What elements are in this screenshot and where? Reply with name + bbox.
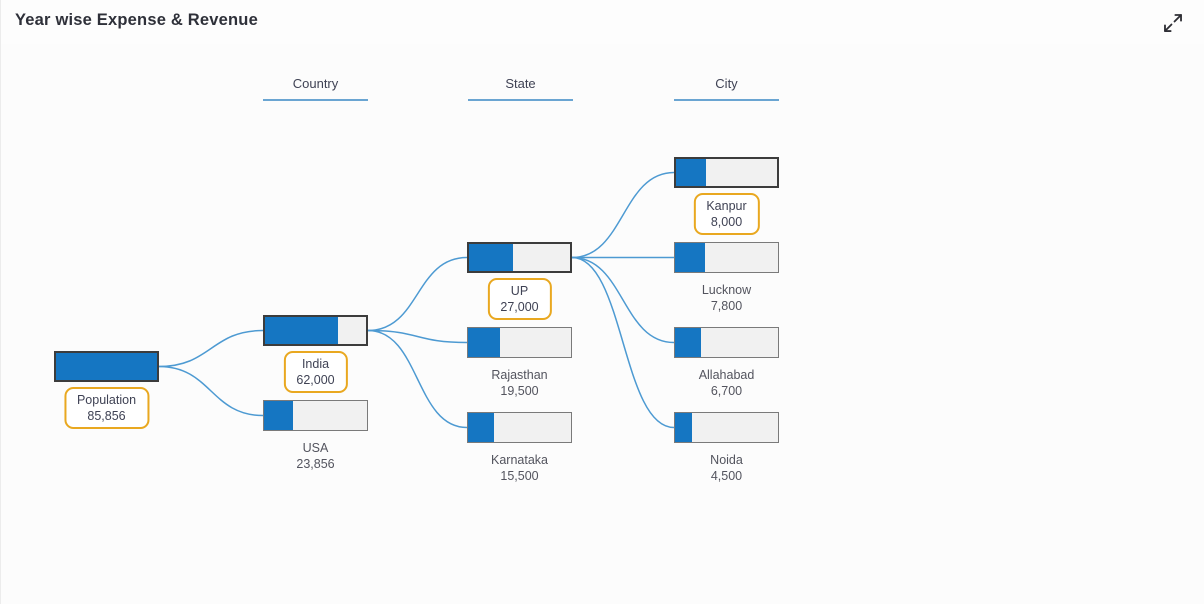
connector-india-karnataka [367,329,468,429]
node-bar-lucknow[interactable] [674,242,779,273]
node-name: Allahabad [698,368,755,382]
node-value: 4,500 [710,469,743,483]
node-bar-usa[interactable] [263,400,368,431]
node-label-india[interactable]: India 62,000 [283,351,348,393]
node-name: Noida [710,453,743,467]
node-bar-karnataka[interactable] [467,412,572,443]
node-value: 85,856 [87,409,126,423]
node-bar-allahabad[interactable] [674,327,779,358]
bar-fill [468,328,501,357]
bar-fill [675,328,701,357]
column-header-state: State [468,76,573,101]
connector-population-india [158,329,264,368]
node-value: 15,500 [500,469,539,483]
page-title: Year wise Expense & Revenue [15,11,258,29]
column-header-country: Country [263,76,368,101]
expand-button[interactable] [1160,10,1186,36]
column-header-city: City [674,76,779,101]
title-bar: Year wise Expense & Revenue [1,0,1204,44]
node-label-kanpur[interactable]: Kanpur 8,000 [693,193,760,235]
node-name: USA [302,441,329,455]
node-name: UP [510,284,529,298]
node-label-rajasthan[interactable]: Rajasthan 19,500 [491,367,547,399]
connector-population-usa [158,365,264,417]
bar-fill [675,413,693,442]
node-bar-up[interactable] [467,242,572,273]
connector-up-noida [571,256,675,429]
node-bar-india[interactable] [263,315,368,346]
node-value: 27,000 [500,300,539,314]
node-bar-rajasthan[interactable] [467,327,572,358]
node-value: 8,000 [710,215,743,229]
node-value: 6,700 [710,384,743,398]
node-label-karnataka[interactable]: Karnataka 15,500 [491,452,548,484]
node-label-population[interactable]: Population 85,856 [63,387,150,429]
connector-india-rajasthan [367,329,468,344]
node-name: Population [76,393,137,407]
node-name: Kanpur [706,199,747,213]
node-value: 62,000 [296,373,335,387]
node-name: Rajasthan [491,368,548,382]
bar-fill [675,243,705,272]
connector-india-up [367,256,468,332]
node-label-allahabad[interactable]: Allahabad 6,700 [699,367,755,399]
connector-up-kanpur [571,171,675,259]
expand-arrows-icon [1164,14,1182,32]
node-label-up[interactable]: UP 27,000 [487,278,552,320]
node-name: India [301,357,330,371]
node-value: 19,500 [500,384,539,398]
node-bar-kanpur[interactable] [674,157,779,188]
node-label-lucknow[interactable]: Lucknow 7,800 [702,282,751,314]
node-value: 7,800 [710,299,743,313]
bar-fill [265,317,338,344]
bar-fill [676,159,706,186]
bar-fill [56,353,157,380]
node-value: 23,856 [296,457,335,471]
node-label-usa[interactable]: USA 23,856 [296,440,334,472]
bar-fill [469,244,513,271]
node-label-noida[interactable]: Noida 4,500 [710,452,743,484]
connector-up-allahabad [571,256,675,344]
node-name: Lucknow [701,283,752,297]
node-bar-noida[interactable] [674,412,779,443]
node-bar-population[interactable] [54,351,159,382]
bar-fill [468,413,494,442]
node-name: Karnataka [491,453,548,467]
bar-fill [264,401,293,430]
